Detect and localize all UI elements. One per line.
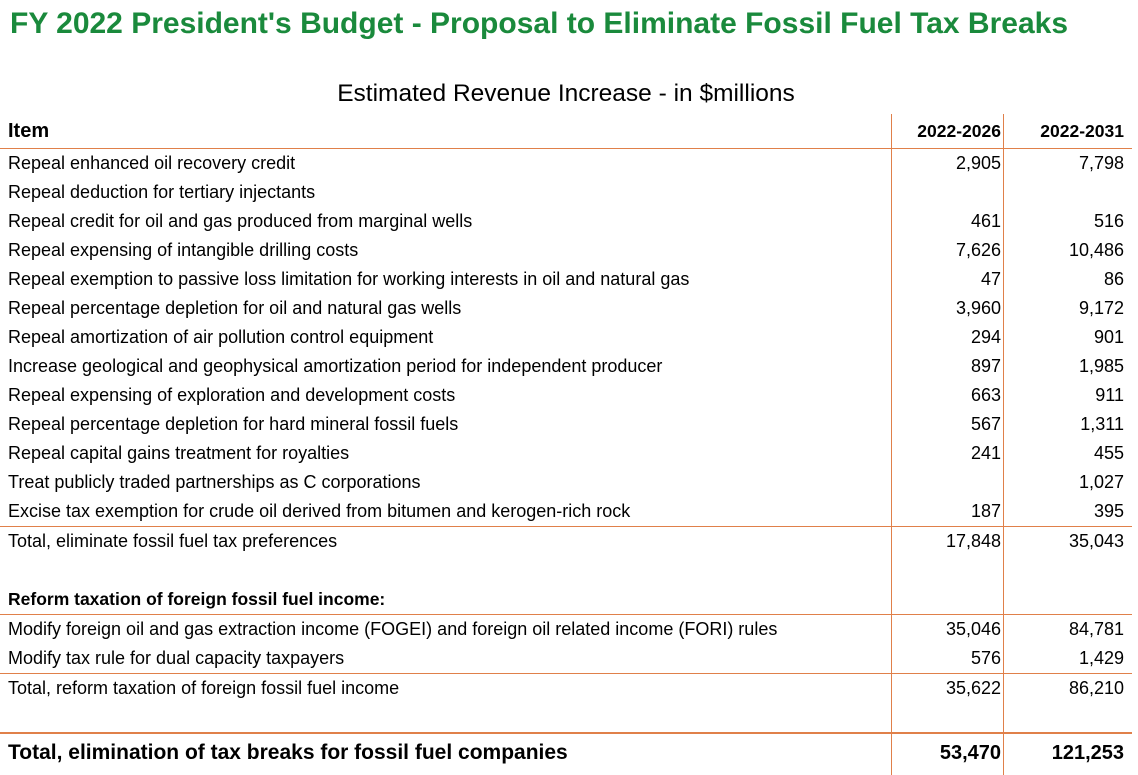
row-value-2022-2026: 2,905 <box>955 153 1001 173</box>
header-item: Item <box>8 120 50 142</box>
header-2022-2031: 2022-2031 <box>1040 121 1124 141</box>
row-value-2022-2026: 567 <box>970 414 1001 434</box>
table-row: Repeal exemption to passive loss limitat… <box>0 265 1132 294</box>
spacer-row <box>0 703 1132 734</box>
table-row: Modify tax rule for dual capacity taxpay… <box>0 644 1132 674</box>
total-label: Total, eliminate fossil fuel tax prefere… <box>8 531 338 551</box>
row-value-2022-2026 <box>893 178 1001 207</box>
row-value-2022-2026: 461 <box>970 211 1001 231</box>
row-value-2022-2026: 241 <box>970 443 1001 463</box>
row-value-2022-2031: 86 <box>1103 269 1124 289</box>
row-item: Treat publicly traded partnerships as C … <box>8 472 421 492</box>
row-item: Repeal percentage depletion for oil and … <box>8 298 462 318</box>
page-title: FY 2022 President's Budget - Proposal to… <box>10 7 1069 40</box>
section2-heading-row: Reform taxation of foreign fossil fuel i… <box>0 585 1132 615</box>
row-value-2022-2026: 187 <box>970 501 1001 521</box>
row-value-2022-2026: 663 <box>970 385 1001 405</box>
revenue-table: Item 2022-2026 2022-2031 Repeal enhanced… <box>0 114 1132 775</box>
row-value-2022-2031: 7,798 <box>1078 153 1124 173</box>
section-heading: Reform taxation of foreign fossil fuel i… <box>8 589 386 609</box>
table-row: Excise tax exemption for crude oil deriv… <box>0 497 1132 527</box>
row-value-2022-2026: 897 <box>970 356 1001 376</box>
row-value-2022-2031: 455 <box>1093 443 1124 463</box>
row-item: Repeal exemption to passive loss limitat… <box>8 269 690 289</box>
row-value-2022-2031: 1,311 <box>1080 414 1124 434</box>
grand-total-row: Total, elimination of tax breaks for fos… <box>0 734 1132 770</box>
row-value-2022-2026: 7,626 <box>955 240 1001 260</box>
column-divider-a <box>891 114 892 775</box>
table-row: Repeal capital gains treatment for royal… <box>0 439 1132 468</box>
section2-rows: Modify foreign oil and gas extraction in… <box>0 615 1132 674</box>
row-value-2022-2031: 395 <box>1093 501 1124 521</box>
row-value-2022-2031: 1,985 <box>1078 356 1124 376</box>
row-item: Modify foreign oil and gas extraction in… <box>8 619 778 639</box>
total-value-2022-2031: 86,210 <box>1068 678 1124 698</box>
row-value-2022-2031: 1,429 <box>1078 648 1124 668</box>
row-value-2022-2031: 84,781 <box>1068 619 1124 639</box>
row-item: Repeal expensing of exploration and deve… <box>8 385 456 405</box>
row-item: Repeal capital gains treatment for royal… <box>8 443 350 463</box>
row-value-2022-2026: 3,960 <box>955 298 1001 318</box>
table-row: Repeal percentage depletion for oil and … <box>0 294 1132 323</box>
table-row: Repeal credit for oil and gas produced f… <box>0 207 1132 236</box>
row-value-2022-2031: 9,172 <box>1078 298 1124 318</box>
table-row: Increase geological and geophysical amor… <box>0 352 1132 381</box>
table-row: Repeal expensing of intangible drilling … <box>0 236 1132 265</box>
section1-rows: Repeal enhanced oil recovery credit 2,905… <box>0 149 1132 527</box>
row-item: Modify tax rule for dual capacity taxpay… <box>8 648 345 668</box>
row-value-2022-2031 <box>1005 178 1124 207</box>
total-value-2022-2026: 17,848 <box>945 531 1001 551</box>
row-value-2022-2031: 901 <box>1093 327 1124 347</box>
table-row: Repeal enhanced oil recovery credit 2,905… <box>0 149 1132 178</box>
total-value-2022-2031: 35,043 <box>1068 531 1124 551</box>
column-divider-b <box>1003 114 1004 775</box>
total-label: Total, reform taxation of foreign fossil… <box>8 678 400 698</box>
row-item: Repeal percentage depletion for hard min… <box>8 414 459 434</box>
section1-total-row: Total, eliminate fossil fuel tax prefere… <box>0 527 1132 556</box>
header-2022-2026: 2022-2026 <box>917 121 1001 141</box>
table-row: Treat publicly traded partnerships as C … <box>0 468 1132 497</box>
total-value-2022-2026: 35,622 <box>945 678 1001 698</box>
row-value-2022-2026: 35,046 <box>945 619 1001 639</box>
row-item: Repeal amortization of air pollution con… <box>8 327 434 347</box>
row-value-2022-2031: 516 <box>1093 211 1124 231</box>
section2-total-row: Total, reform taxation of foreign fossil… <box>0 674 1132 703</box>
row-item: Repeal credit for oil and gas produced f… <box>8 211 473 231</box>
row-item: Repeal deduction for tertiary injectants <box>8 182 316 202</box>
row-value-2022-2026: 47 <box>980 269 1001 289</box>
table-row: Modify foreign oil and gas extraction in… <box>0 615 1132 644</box>
row-item: Excise tax exemption for crude oil deriv… <box>8 501 631 521</box>
row-value-2022-2026 <box>893 468 1001 497</box>
row-item: Repeal enhanced oil recovery credit <box>8 153 296 173</box>
row-item: Repeal expensing of intangible drilling … <box>8 240 359 260</box>
row-value-2022-2026: 294 <box>970 327 1001 347</box>
row-value-2022-2026: 576 <box>970 648 1001 668</box>
table-row: Repeal amortization of air pollution con… <box>0 323 1132 352</box>
grand-total-2022-2031: 121,253 <box>1051 742 1124 764</box>
row-value-2022-2031: 911 <box>1095 385 1124 405</box>
grand-total-label: Total, elimination of tax breaks for fos… <box>8 741 568 764</box>
row-value-2022-2031: 10,486 <box>1068 240 1124 260</box>
table-subtitle: Estimated Revenue Increase - in $million… <box>337 80 795 107</box>
row-value-2022-2031: 1,027 <box>1078 472 1124 492</box>
spacer-row <box>0 556 1132 585</box>
table-row: Repeal deduction for tertiary injectants <box>0 178 1132 207</box>
table-row: Repeal expensing of exploration and deve… <box>0 381 1132 410</box>
table-row: Repeal percentage depletion for hard min… <box>0 410 1132 439</box>
grand-total-2022-2026: 53,470 <box>939 742 1001 764</box>
row-item: Increase geological and geophysical amor… <box>8 356 663 376</box>
table-header-row: Item 2022-2026 2022-2031 <box>0 114 1132 149</box>
